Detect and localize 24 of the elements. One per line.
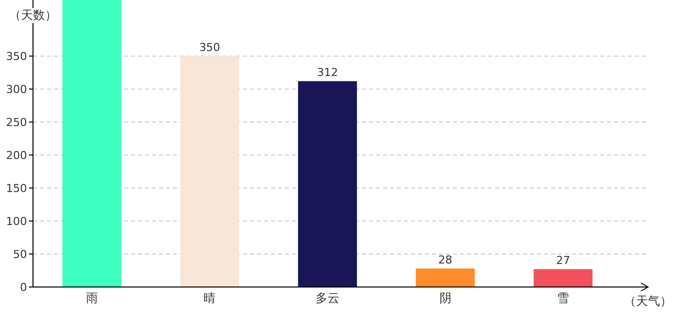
y-tick-label: 250 — [6, 116, 27, 129]
x-tick-label: 多云 — [316, 291, 340, 305]
y-tick-label: 50 — [13, 248, 27, 261]
data-label: 350 — [199, 41, 220, 54]
bar — [180, 56, 240, 287]
y-tick-label: 300 — [6, 82, 27, 96]
x-tick-label: 晴 — [204, 291, 216, 305]
x-tick-label: 雨 — [86, 291, 98, 305]
data-label: 27 — [556, 254, 570, 268]
bar — [534, 269, 593, 287]
x-axis-title: （天气） — [624, 294, 672, 308]
y-tick-label: 200 — [6, 148, 27, 162]
data-label: 312 — [317, 66, 338, 80]
y-tick-label: 350 — [6, 50, 27, 63]
y-tick-label: 100 — [6, 214, 27, 228]
bar — [298, 81, 357, 287]
y-tick-label: 150 — [6, 182, 27, 195]
data-label: 28 — [438, 254, 452, 267]
x-tick-label: 阴 — [439, 291, 452, 305]
x-tick-label: 雪 — [557, 291, 570, 305]
bar — [416, 268, 475, 287]
y-tick-label: 0 — [20, 280, 27, 294]
y-axis-title: （天数） — [9, 8, 57, 22]
bar — [62, 0, 122, 287]
